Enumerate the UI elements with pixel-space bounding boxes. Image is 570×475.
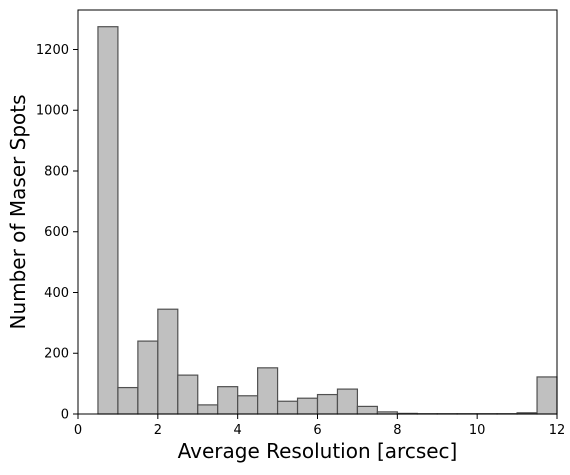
histogram-bar (336, 388, 359, 415)
histogram-bar (296, 397, 319, 415)
x-tick-label: 6 (313, 423, 321, 438)
x-axis-title: Average Resolution [arcsec] (178, 439, 458, 463)
x-axis: 0 2 4 6 8 10 12 (74, 414, 565, 438)
x-tick-label: 12 (549, 423, 566, 438)
histogram-bar (97, 26, 119, 415)
histogram-bar (237, 395, 259, 415)
histogram-bar (137, 340, 159, 415)
histogram-bar (117, 386, 139, 415)
histogram-bar (197, 404, 219, 415)
histogram-bar (217, 386, 239, 415)
histogram-bars (97, 26, 558, 415)
x-tick-label: 0 (74, 423, 82, 438)
y-tick-label: 600 (44, 225, 69, 240)
histogram-bar (177, 374, 199, 415)
histogram-bar (157, 308, 179, 415)
y-tick-label: 1000 (36, 104, 69, 119)
histogram-bar (276, 400, 299, 415)
y-tick-label: 800 (44, 164, 69, 179)
y-tick-label: 1200 (36, 43, 69, 58)
histogram-bar (536, 376, 558, 415)
x-tick-label: 4 (234, 423, 242, 438)
histogram-bar (356, 405, 378, 415)
y-tick-label: 0 (61, 408, 69, 423)
histogram-bar (316, 393, 339, 415)
y-tick-label: 400 (44, 286, 69, 301)
y-axis-title: Number of Maser Spots (6, 94, 30, 329)
histogram-bar (257, 367, 279, 415)
y-tick-label: 200 (44, 347, 69, 362)
x-tick-label: 2 (154, 423, 162, 438)
x-tick-label: 8 (393, 423, 401, 438)
x-tick-label: 10 (469, 423, 486, 438)
y-axis: 0 200 400 600 800 1000 1200 (36, 43, 78, 423)
